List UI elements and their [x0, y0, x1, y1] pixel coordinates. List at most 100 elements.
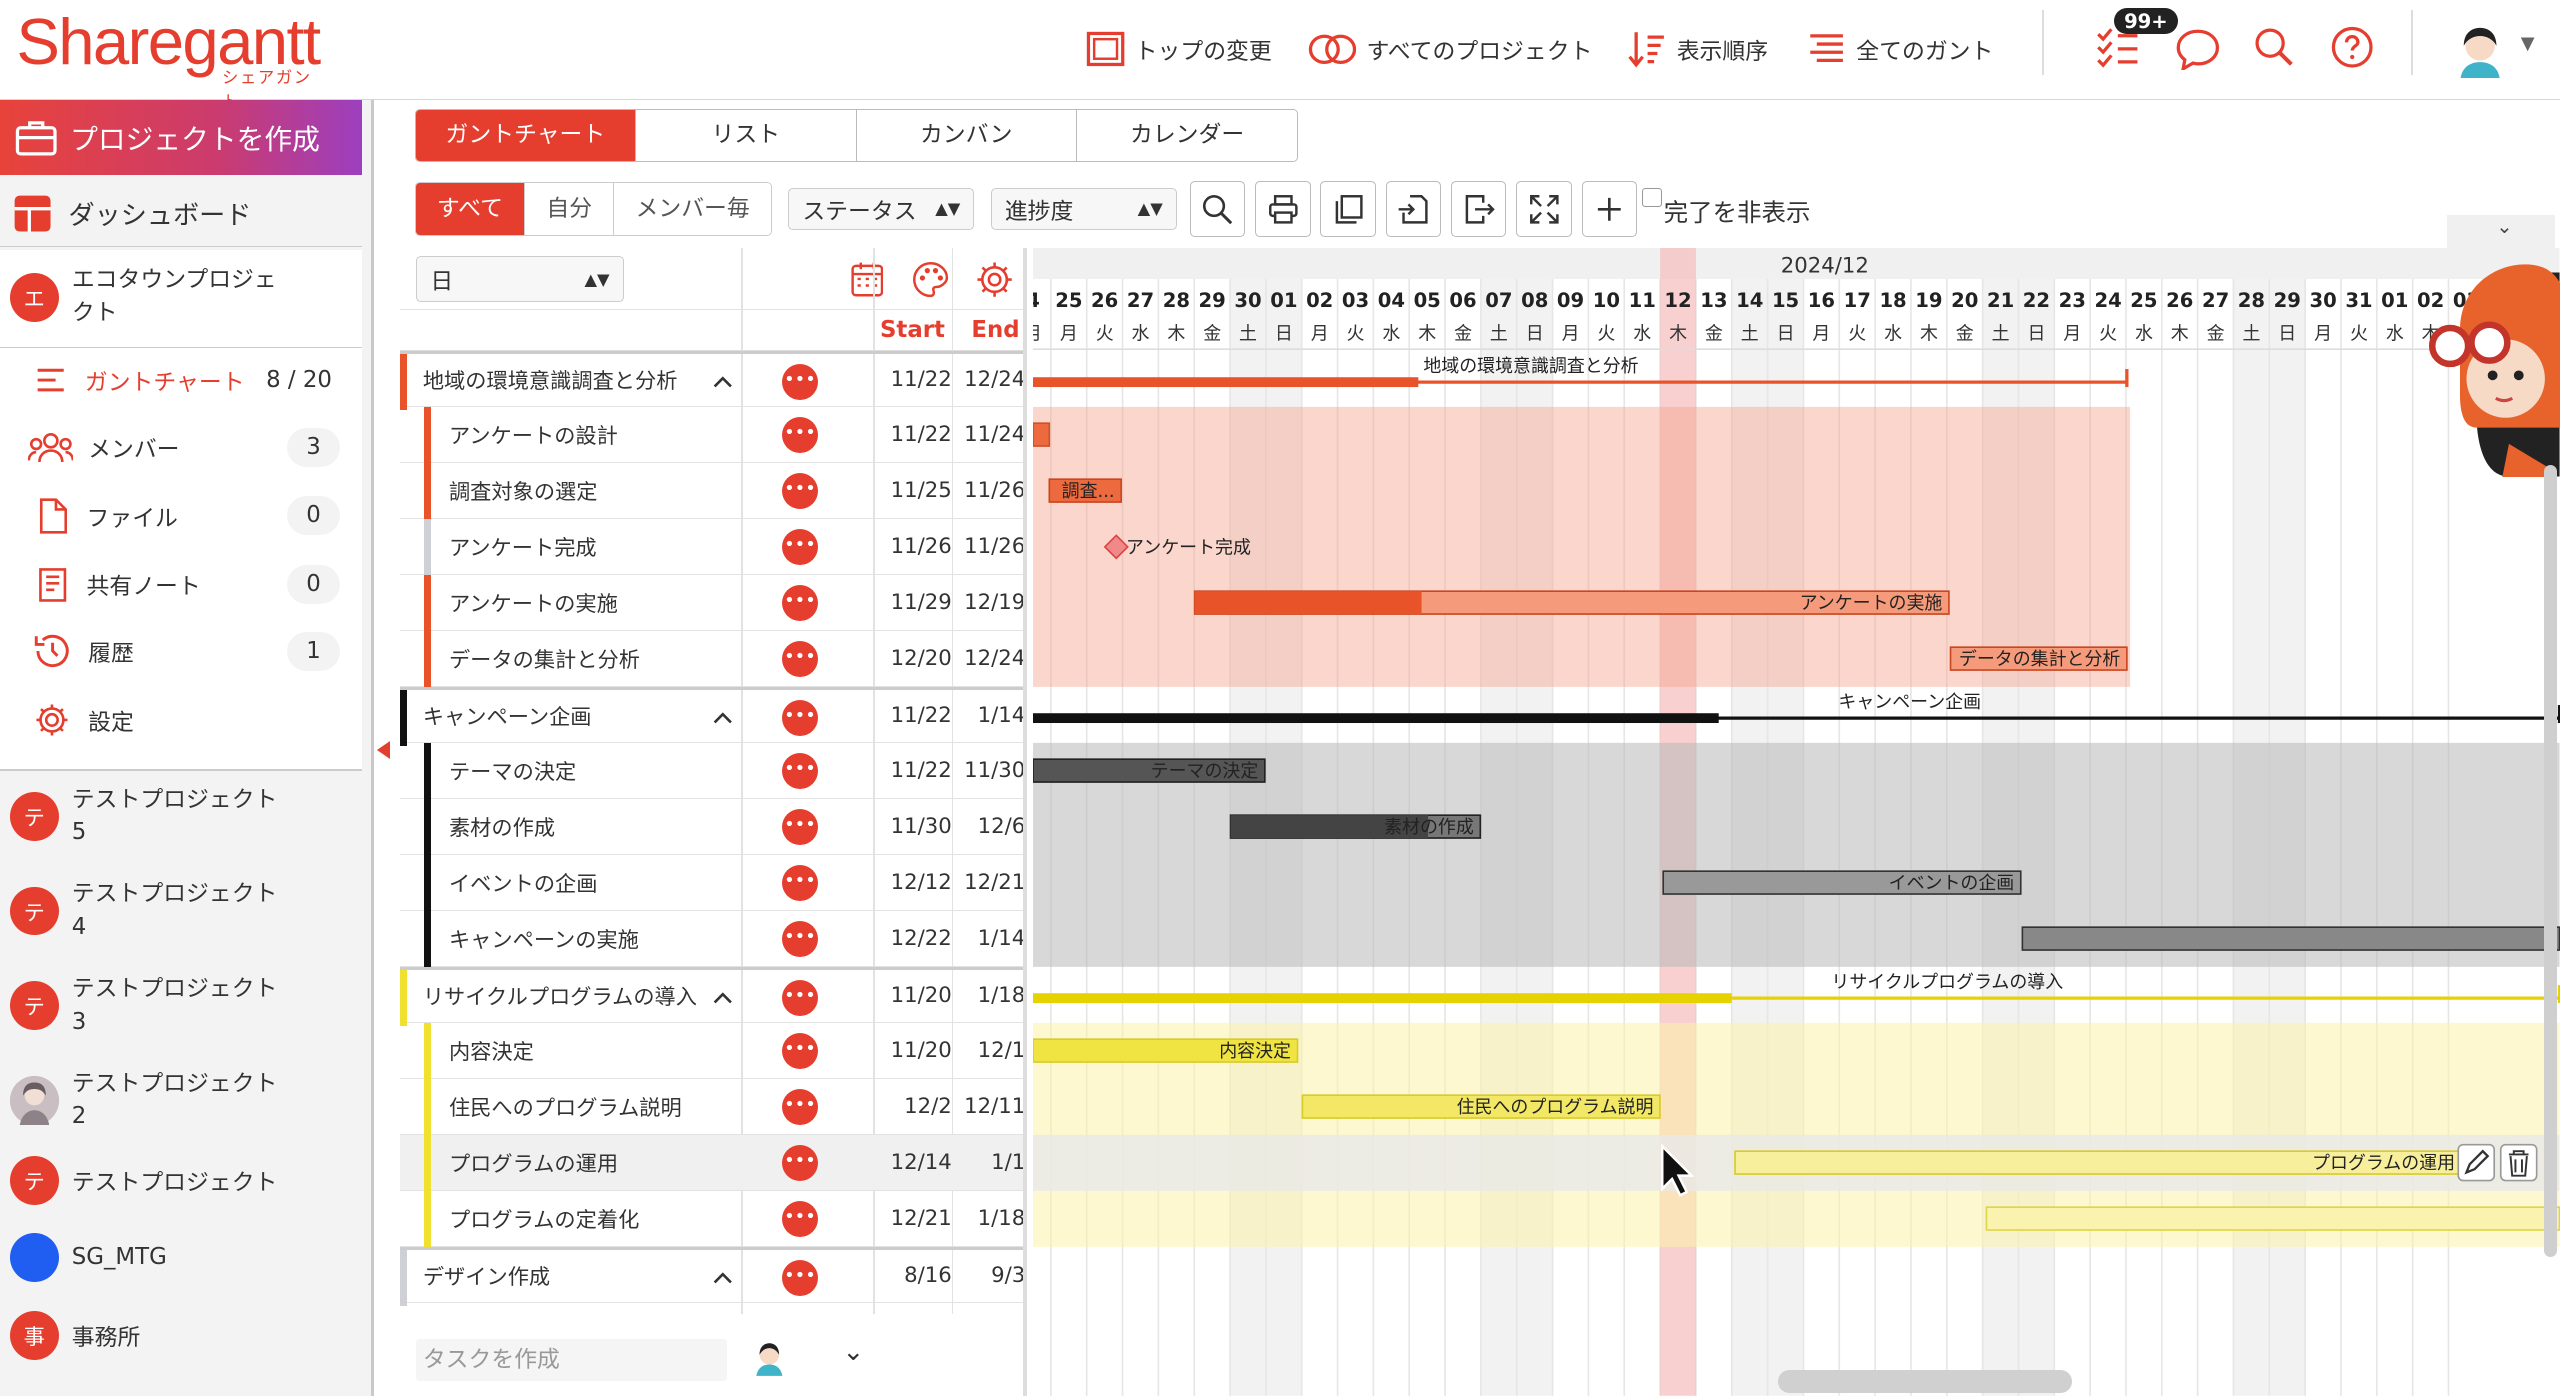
task-end[interactable]: 12/19 [964, 589, 1026, 615]
current-project[interactable]: エ エコタウンプロジェ クト [0, 249, 363, 348]
user-avatar[interactable] [2454, 23, 2506, 86]
nav-all-projects[interactable]: すべてのプロジェクト [1308, 26, 1592, 72]
summary-progress[interactable] [1033, 713, 1720, 724]
menu-members[interactable]: メンバー 3 [0, 415, 362, 480]
task-bar-progress[interactable] [1231, 815, 1429, 839]
search-tasks-button[interactable] [1189, 181, 1246, 237]
tab-calendar[interactable]: カレンダー [1076, 110, 1298, 161]
collapse-chevron-icon[interactable] [713, 985, 733, 1010]
task-end[interactable]: 11/30 [964, 757, 1026, 783]
task-name[interactable]: 調査対象の選定 [448, 479, 598, 505]
task-row[interactable]: アンケート完成 ••• 11/26 11/26 [399, 518, 1023, 575]
task-menu-dots-icon[interactable]: ••• [782, 920, 818, 957]
task-group-row[interactable]: デザイン作成 ••• 8/16 9/3 [399, 1246, 1023, 1306]
task-start[interactable]: 12/12 [890, 869, 952, 895]
nav-sort-order[interactable]: 表示順序 [1628, 26, 1768, 72]
project-item-3[interactable]: テ テストプロジェクト 3 [0, 958, 362, 1053]
chat-button[interactable] [2175, 28, 2221, 77]
project-item-4[interactable]: テ テストプロジェクト 4 [0, 864, 362, 959]
task-end[interactable]: 12/1 [977, 1037, 1026, 1063]
assignee-dropdown-chevron-icon[interactable]: ⌄ [842, 1337, 865, 1368]
task-start[interactable]: 12/22 [890, 925, 952, 951]
task-row[interactable]: 調査対象の選定 ••• 11/25 11/26 [399, 462, 1026, 519]
task-start[interactable]: 11/22 [890, 757, 952, 783]
task-name[interactable]: プログラムの定着化 [448, 1207, 640, 1233]
task-row[interactable]: データの集計と分析 ••• 12/20 12/24 [399, 630, 1026, 687]
task-name[interactable]: キャンペーンの実施 [448, 927, 639, 953]
task-bar[interactable] [2022, 926, 2560, 951]
menu-settings[interactable]: 設定 [0, 687, 362, 752]
filter-all[interactable]: すべて [415, 182, 526, 236]
task-start[interactable]: 12/20 [890, 645, 952, 671]
task-name[interactable]: 地域の環境意識調査と分析 [422, 369, 678, 395]
task-name[interactable]: キャンペーン企画 [422, 705, 592, 731]
task-end[interactable]: 12/24 [964, 367, 1026, 393]
task-start[interactable]: 12/21 [890, 1205, 952, 1231]
task-name[interactable]: データの集計と分析 [448, 647, 640, 673]
task-bar[interactable] [1033, 758, 1267, 783]
task-menu-dots-icon[interactable]: ••• [782, 699, 818, 736]
task-group-row[interactable]: リサイクルプログラムの導入 ••• 11/20 1/18 [399, 966, 1023, 1026]
task-end[interactable]: 1/1 [991, 1149, 1026, 1175]
task-row[interactable]: イベントの企画 ••• 12/12 12/21 [399, 854, 1023, 911]
copy-button[interactable] [1320, 181, 1376, 237]
task-name[interactable]: プログラムの運用 [448, 1151, 619, 1177]
task-start[interactable]: 12/2 [904, 1093, 952, 1119]
user-menu-chevron-icon[interactable]: ▼ [2520, 32, 2535, 54]
task-name[interactable]: テーマの決定 [448, 759, 577, 785]
task-end[interactable]: 12/6 [977, 813, 1026, 839]
task-bar-progress[interactable] [1195, 591, 1423, 615]
task-row[interactable]: 住民へのプログラム説明 ••• 12/2 12/11 [399, 1078, 1023, 1135]
collapse-chevron-icon[interactable] [713, 705, 733, 730]
task-menu-dots-icon[interactable]: ••• [782, 808, 818, 845]
status-select[interactable]: ステータス ▲▼ [788, 187, 975, 231]
task-menu-dots-icon[interactable]: ••• [782, 1259, 818, 1296]
task-start[interactable]: 11/20 [890, 983, 952, 1009]
task-menu-dots-icon[interactable]: ••• [782, 1088, 818, 1125]
task-start[interactable]: 8/16 [904, 1263, 952, 1289]
collapse-chevron-icon[interactable] [713, 369, 733, 394]
task-menu-dots-icon[interactable]: ••• [782, 528, 818, 565]
task-start[interactable]: 11/25 [890, 477, 952, 503]
task-name[interactable]: 住民へのプログラム説明 [448, 1095, 682, 1121]
task-name[interactable]: デザイン作成 [422, 1265, 551, 1291]
menu-history[interactable]: 履歴 1 [0, 619, 362, 684]
task-menu-dots-icon[interactable]: ••• [782, 1144, 818, 1181]
summary-progress[interactable] [1033, 377, 1419, 388]
menu-shared-notes[interactable]: 共有ノート 0 [0, 552, 362, 617]
task-menu-dots-icon[interactable]: ••• [782, 640, 818, 677]
task-row[interactable]: テーマの決定 ••• 11/22 11/30 [399, 742, 1026, 799]
export-button[interactable] [1450, 181, 1507, 237]
task-bar[interactable] [1662, 870, 2023, 895]
calendar-button[interactable] [851, 261, 884, 304]
print-button[interactable] [1255, 181, 1311, 237]
tab-kanban[interactable]: カンバン [856, 110, 1077, 161]
color-palette-button[interactable] [911, 260, 950, 306]
hide-done-checkbox[interactable] [1642, 187, 1663, 208]
summary-progress[interactable] [1033, 993, 1733, 1004]
task-end[interactable]: 1/14 [977, 925, 1026, 951]
task-name[interactable]: アンケートの実施 [448, 591, 618, 617]
project-item-2[interactable]: テストプロジェクト 2 [0, 1053, 362, 1148]
collapse-toolbar-toggle[interactable]: ⌄ [2447, 215, 2556, 249]
task-end[interactable]: 12/24 [964, 645, 1026, 671]
tab-list[interactable]: リスト [636, 110, 857, 161]
task-end[interactable]: 1/18 [977, 1205, 1026, 1231]
table-settings-button[interactable] [975, 260, 1014, 306]
task-start[interactable]: 12/14 [890, 1149, 952, 1175]
task-start[interactable]: 11/29 [890, 589, 952, 615]
progress-select[interactable]: 進捗度 ▲▼ [990, 187, 1177, 231]
task-start[interactable]: 11/22 [890, 421, 952, 447]
task-row[interactable]: プログラムの運用 ••• 12/14 1/1 [399, 1134, 1026, 1191]
task-row[interactable]: アンケートの実施 ••• 11/29 12/19 [399, 574, 1026, 631]
add-task-input[interactable]: タスクを作成 [416, 1338, 727, 1382]
task-menu-dots-icon[interactable]: ••• [782, 363, 818, 400]
task-end[interactable]: 11/26 [964, 477, 1026, 503]
collapse-chevron-icon[interactable] [713, 1265, 733, 1290]
task-menu-dots-icon[interactable]: ••• [782, 416, 818, 453]
task-bar[interactable] [1950, 646, 2129, 671]
dashboard-link[interactable]: ダッシュボード [0, 181, 363, 247]
project-item-5[interactable]: テ テストプロジェクト 5 [0, 769, 362, 864]
menu-files[interactable]: ファイル 0 [0, 483, 362, 548]
